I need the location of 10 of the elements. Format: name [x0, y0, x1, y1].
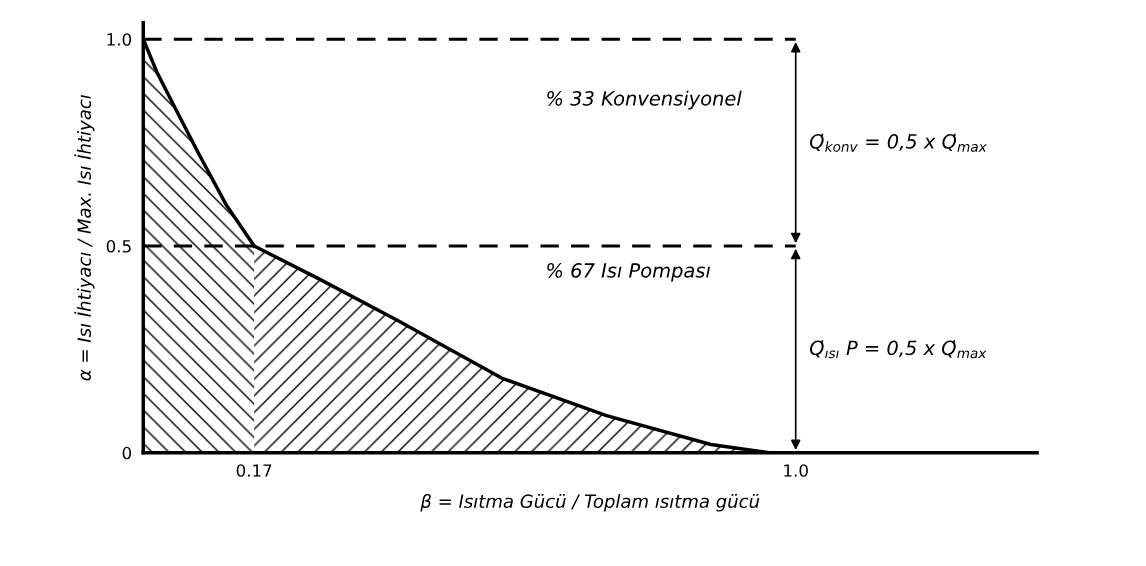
x-axis-title: β = Isıtma Gücü / Toplam ısıtma gücü — [420, 493, 760, 512]
y-tick-label: 1.0 — [107, 33, 132, 46]
x-tick-label: 0.17 — [236, 464, 272, 477]
y-axis-title: α = Isı İhtiyacı / Max. Isı İhtiyacı — [74, 95, 95, 381]
y-tick-label: 0 — [122, 446, 132, 460]
annotation: Q̇$_{ısı}$ P = 0,5 x Q̇$_{max}$ — [809, 340, 987, 359]
annotation: Q̇$_{konv}$ = 0,5 x Q̇$_{max}$ — [809, 133, 987, 152]
y-tick-label: 0.5 — [106, 239, 131, 253]
annotation: % 33 Konvensiyonel — [547, 90, 742, 110]
annotation: % 67 Isı Pompası — [547, 263, 710, 282]
